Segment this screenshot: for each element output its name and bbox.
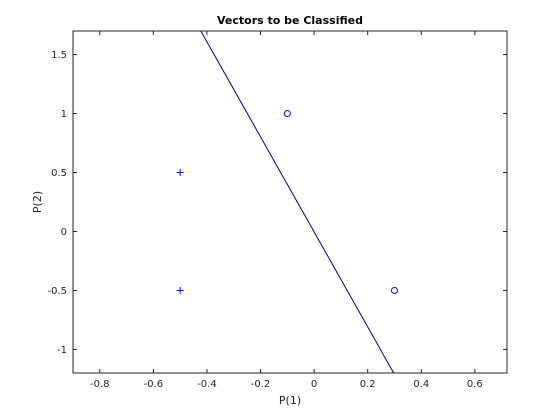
x-tick-label: -0.8 xyxy=(90,379,110,390)
circle-marker xyxy=(283,110,291,118)
x-tick-label: 0 xyxy=(311,379,317,390)
decision-boundary-line xyxy=(200,30,395,374)
y-axis-label: P(2) xyxy=(31,191,44,213)
y-tick-label: 0.5 xyxy=(51,168,67,179)
x-tick-label: -0.2 xyxy=(251,379,271,390)
marks-layer xyxy=(176,30,398,374)
ticks-layer: -0.8 -0.6 -0.4 -0.2 0 0.2 0.4 0.6 -1 -0.5 0 0.5 1 1.5 xyxy=(47,31,507,390)
plot-area xyxy=(72,30,508,374)
x-tick-label: 0.2 xyxy=(360,379,376,390)
y-tick-label: -0.5 xyxy=(47,286,67,297)
x-tick-label: 0.6 xyxy=(467,379,483,390)
y-tick-label: 1.5 xyxy=(51,50,67,61)
plus-marker xyxy=(176,169,184,177)
chart-title: Vectors to be Classified xyxy=(217,14,363,27)
x-tick-label: -0.4 xyxy=(197,379,217,390)
y-tick-label: -1 xyxy=(57,345,67,356)
y-tick-label: 1 xyxy=(61,109,67,120)
x-axis-label: P(1) xyxy=(279,394,301,407)
x-tick-label: 0.4 xyxy=(413,379,429,390)
plus-marker xyxy=(176,286,184,294)
x-tick-label: -0.6 xyxy=(144,379,164,390)
y-tick-label: 0 xyxy=(61,227,67,238)
circle-marker xyxy=(390,286,398,294)
